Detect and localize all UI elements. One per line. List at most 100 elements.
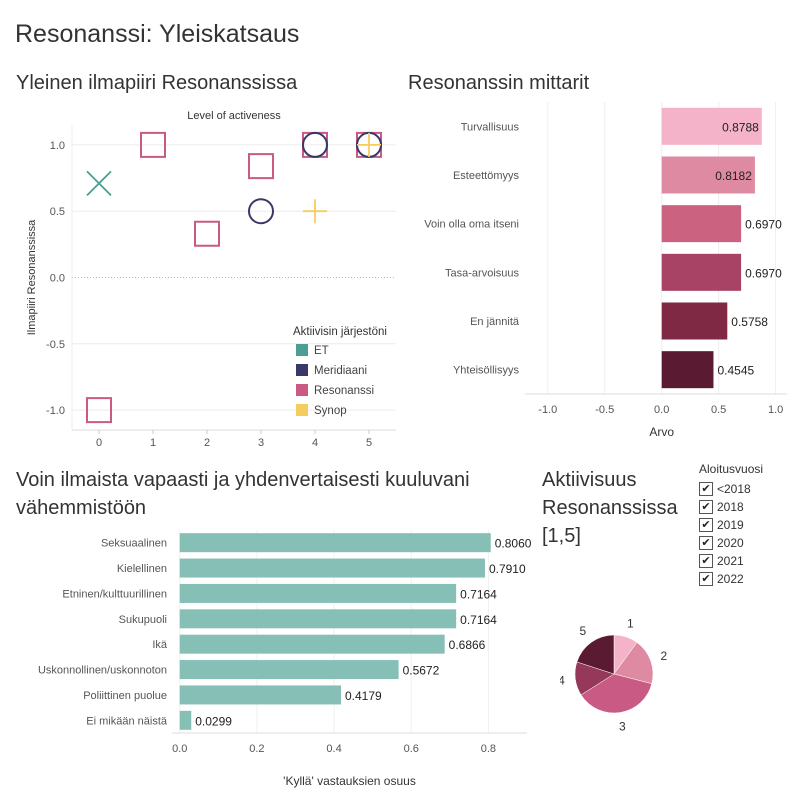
x-tick-label: 0.0: [172, 743, 187, 755]
x-tick-label: 1.0: [768, 404, 783, 416]
scatter-point-plus[interactable]: [357, 132, 381, 157]
category-label: Esteettömyys: [453, 170, 520, 182]
category-label: Uskonnollinen/uskonnoton: [38, 665, 167, 677]
value-label: 0.4545: [717, 364, 754, 378]
value-label: 0.5672: [403, 664, 440, 678]
bar[interactable]: [179, 634, 445, 654]
pie-label: 1: [627, 617, 634, 631]
filter-item[interactable]: ✔ 2022: [699, 570, 799, 588]
value-label: 0.7164: [460, 613, 497, 627]
value-label: 0.6866: [449, 638, 486, 652]
value-label: 0.7910: [489, 562, 526, 576]
category-label: Kielellinen: [117, 563, 167, 575]
checkbox-checked-icon[interactable]: ✔: [699, 500, 713, 514]
climate-section-title: Yleinen ilmapiiri Resonanssissa: [16, 72, 298, 94]
x-tick-label: 0.6: [404, 743, 419, 755]
filter-item[interactable]: ✔ 2021: [699, 552, 799, 570]
pie-slice[interactable]: [576, 634, 615, 675]
bar[interactable]: [179, 558, 485, 578]
filter-item[interactable]: ✔ 2018: [699, 498, 799, 516]
x-tick-label: 1: [150, 437, 156, 449]
metrics-section-title: Resonanssin mittarit: [408, 72, 590, 94]
bar[interactable]: [179, 685, 341, 705]
bar[interactable]: [661, 205, 742, 243]
checkbox-checked-icon[interactable]: ✔: [699, 572, 713, 586]
legend-label: ET: [314, 345, 329, 357]
scatter-point-plus[interactable]: [303, 199, 327, 224]
scatter-point-square[interactable]: [140, 131, 166, 158]
bar[interactable]: [179, 660, 399, 680]
scatter-title: Level of activeness: [187, 110, 281, 122]
checkbox-checked-icon[interactable]: ✔: [699, 482, 713, 496]
filter-item-label: 2019: [717, 518, 744, 532]
filter-item[interactable]: ✔ 2019: [699, 516, 799, 534]
minority-bar-chart: 0.0 0.2 0.4 0.6 0.8 Seksuaalinen 0.8060 Kielell…: [38, 530, 532, 788]
bar[interactable]: [179, 533, 491, 553]
pie-label: 3: [619, 719, 626, 733]
legend-label: Meridiaani: [314, 365, 367, 377]
bar[interactable]: [179, 609, 457, 629]
category-label: Turvallisuus: [461, 121, 520, 133]
dashboard-title: Resonanssi: Yleiskatsaus: [15, 20, 300, 48]
pie-label: 4: [560, 674, 565, 688]
y-tick-label: -0.5: [46, 339, 65, 351]
category-label: Sukupuoli: [119, 614, 167, 626]
filter-item[interactable]: ✔ 2020: [699, 534, 799, 552]
y-tick-label: 0.0: [50, 273, 65, 285]
scatter-point-circle[interactable]: [302, 131, 328, 158]
filter-item[interactable]: ✔ <2018: [699, 480, 799, 498]
y-tick-label: 0.5: [50, 206, 65, 218]
bar[interactable]: [661, 351, 714, 389]
x-tick-label: -1.0: [538, 404, 557, 416]
legend-swatch: [296, 384, 308, 396]
bar[interactable]: [661, 253, 742, 291]
y-axis-label: Ilmapiiri Resonanssissa: [26, 219, 38, 335]
x-tick-label: 0.5: [711, 404, 726, 416]
filter-item-label: 2022: [717, 572, 744, 586]
checkbox-checked-icon[interactable]: ✔: [699, 518, 713, 532]
category-label: Yhteisöllisyys: [453, 365, 520, 377]
legend-label: Resonanssi: [314, 385, 374, 397]
bar[interactable]: [661, 107, 762, 145]
scatter-point-circle[interactable]: [248, 198, 274, 225]
filter-title: Aloitusvuosi: [699, 462, 764, 476]
value-label: 0.4179: [345, 689, 382, 703]
filter-item-label: 2018: [717, 500, 744, 514]
bar[interactable]: [661, 302, 728, 340]
metrics-bar-chart: -1.0 -0.5 0.0 0.5 1.0 Turvallisuus 0.8788 Estee…: [424, 102, 787, 439]
bar[interactable]: [661, 156, 755, 194]
activity-pie-chart: 1 2 3 4 5: [560, 617, 668, 734]
scatter-point-square[interactable]: [194, 220, 220, 247]
bar[interactable]: [179, 710, 192, 730]
scatter-point-x[interactable]: [86, 170, 112, 196]
x-tick-label: 0.4: [326, 743, 341, 755]
value-label: 0.5758: [731, 315, 768, 329]
x-tick-label: 5: [366, 437, 372, 449]
x-axis-label: Arvo: [649, 425, 674, 439]
start-year-filter: Aloitusvuosi ✔ <2018 ✔ 2018 ✔ 2019 ✔ 2020 ✔ 2021 ✔…: [699, 462, 799, 588]
checkbox-checked-icon[interactable]: ✔: [699, 554, 713, 568]
category-label: Ikä: [152, 639, 168, 651]
pie-slice[interactable]: [613, 642, 654, 685]
x-tick-label: -0.5: [595, 404, 614, 416]
filter-list: ✔ <2018 ✔ 2018 ✔ 2019 ✔ 2020 ✔ 2021 ✔ 2022: [699, 480, 799, 588]
x-tick-label: 0.8: [481, 743, 496, 755]
x-tick-label: 4: [312, 437, 318, 449]
category-label: Voin olla oma itseni: [424, 219, 519, 231]
bar[interactable]: [179, 583, 457, 603]
scatter-point-square[interactable]: [86, 397, 112, 424]
category-label: Ei mikään näistä: [86, 715, 168, 727]
legend-swatch: [296, 364, 308, 376]
legend-label: Synop: [314, 405, 347, 417]
filter-item-label: <2018: [717, 482, 751, 496]
filter-item-label: 2020: [717, 536, 744, 550]
x-tick-label: 0.2: [249, 743, 264, 755]
scatter-point-square[interactable]: [248, 153, 274, 180]
x-tick-label: 2: [204, 437, 210, 449]
x-axis-label: 'Kyllä' vastauksien osuus: [283, 774, 416, 788]
value-label: 0.7164: [460, 587, 497, 601]
checkbox-checked-icon[interactable]: ✔: [699, 536, 713, 550]
minority-section-title: Voin ilmaista vapaasti ja yhdenvertaises…: [16, 469, 470, 519]
legend-swatch: [296, 404, 308, 416]
value-label: 0.8060: [495, 537, 532, 551]
